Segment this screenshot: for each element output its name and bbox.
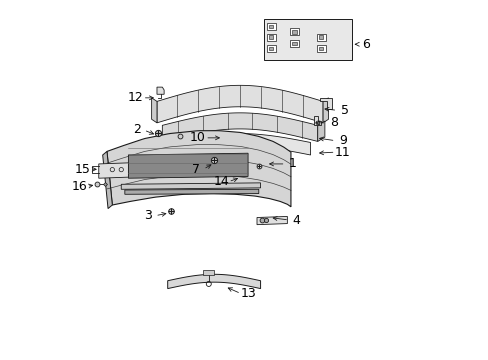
Text: 6: 6	[361, 38, 369, 51]
Polygon shape	[268, 47, 273, 50]
Polygon shape	[157, 85, 323, 123]
Polygon shape	[264, 19, 351, 60]
Polygon shape	[203, 270, 214, 275]
Polygon shape	[290, 28, 298, 35]
Polygon shape	[268, 35, 273, 39]
Polygon shape	[323, 98, 328, 123]
Polygon shape	[257, 216, 287, 225]
Polygon shape	[128, 153, 247, 178]
Polygon shape	[319, 98, 331, 109]
Polygon shape	[290, 40, 298, 47]
Text: 9: 9	[338, 134, 346, 147]
Text: 13: 13	[240, 287, 255, 300]
Polygon shape	[151, 98, 157, 123]
Polygon shape	[107, 131, 290, 207]
Polygon shape	[99, 163, 128, 178]
Text: 14: 14	[213, 175, 229, 188]
Text: 5: 5	[340, 104, 348, 117]
Polygon shape	[313, 116, 321, 125]
Polygon shape	[124, 189, 258, 194]
Polygon shape	[266, 33, 275, 41]
Text: 7: 7	[192, 163, 200, 176]
Polygon shape	[167, 134, 310, 155]
Text: 1: 1	[288, 157, 296, 170]
Polygon shape	[157, 87, 164, 94]
Text: 11: 11	[334, 146, 350, 159]
Polygon shape	[162, 113, 317, 141]
Text: 3: 3	[144, 209, 152, 222]
Polygon shape	[266, 45, 275, 52]
Text: 2: 2	[132, 123, 140, 136]
Polygon shape	[121, 183, 260, 189]
Polygon shape	[102, 152, 112, 208]
Polygon shape	[292, 30, 296, 33]
Polygon shape	[319, 35, 323, 39]
Text: 15: 15	[75, 163, 91, 176]
Text: 4: 4	[292, 213, 300, 226]
Polygon shape	[292, 42, 296, 45]
Polygon shape	[319, 47, 323, 50]
Polygon shape	[316, 45, 325, 52]
Text: 8: 8	[329, 116, 337, 129]
Text: 16: 16	[71, 180, 87, 193]
Polygon shape	[268, 24, 273, 28]
Polygon shape	[167, 274, 260, 289]
Polygon shape	[316, 33, 325, 41]
Polygon shape	[317, 121, 324, 141]
Polygon shape	[266, 23, 275, 30]
Text: 12: 12	[127, 91, 143, 104]
Text: 10: 10	[190, 131, 205, 144]
